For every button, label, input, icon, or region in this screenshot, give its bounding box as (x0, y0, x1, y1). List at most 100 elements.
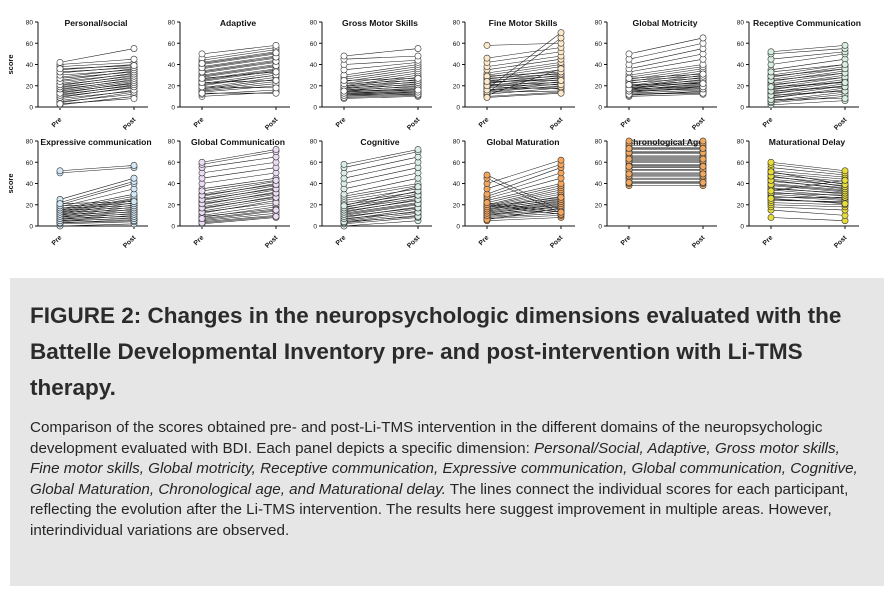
y-tick-label: 0 (598, 224, 602, 231)
y-tick-label: 60 (737, 41, 745, 48)
x-tick-label: Pre (478, 116, 491, 129)
participant-line (770, 209, 846, 216)
participant-line (343, 80, 419, 84)
participant-line (343, 167, 419, 184)
participant-line (59, 69, 135, 76)
panel-title: Fine Motor Skills (489, 18, 558, 28)
caption-body-domains: Personal/Social, Adaptive, Gross motor s… (30, 439, 858, 498)
participant-line (59, 68, 135, 78)
participant-line (343, 208, 419, 220)
x-tick-label: Post (406, 116, 422, 132)
participant-line (770, 90, 846, 96)
post-point (272, 84, 280, 92)
panel-global-motricity: Global Motricity 0 20 40 60 80 Pre Post (595, 18, 717, 132)
post-point (841, 79, 849, 86)
panel-chronological-age: Chronological Age 0 20 40 60 80 Pre Post (595, 137, 717, 250)
y-tick-label: 40 (310, 62, 318, 69)
participant-line (343, 74, 419, 87)
y-tick-label: 60 (310, 160, 318, 167)
participant-line (201, 80, 277, 83)
participant-line (343, 161, 419, 179)
pre-point (625, 74, 633, 82)
participant-line (343, 82, 419, 87)
participant-line (486, 51, 562, 63)
participant-line (59, 71, 135, 79)
pre-point (198, 74, 206, 82)
participant-line (343, 207, 419, 217)
participant-line (486, 187, 562, 206)
participant-line (770, 96, 846, 104)
y-tick-label: 60 (453, 160, 461, 167)
participant-line (59, 62, 135, 67)
post-point (699, 179, 707, 186)
participant-line (628, 85, 704, 92)
x-tick-label: Post (549, 234, 565, 250)
y-tick-label: 40 (453, 181, 461, 188)
pre-point (625, 145, 633, 152)
y-tick-label: 60 (310, 41, 318, 48)
x-tick-label: Pre (620, 116, 633, 129)
participant-line (201, 212, 277, 221)
participant-line (201, 59, 277, 72)
participant-line (486, 90, 562, 93)
participant-line (201, 202, 277, 213)
y-tick-label: 0 (171, 224, 175, 231)
participant-line (770, 171, 846, 185)
participant-line (486, 68, 562, 96)
participant-line (770, 58, 846, 71)
y-tick-label: 0 (171, 105, 175, 112)
caption-body-intro: Comparison of the scores obtained pre- a… (30, 419, 823, 457)
participant-line (486, 78, 562, 83)
y-axis-label: score (6, 54, 15, 74)
y-tick-label: 80 (26, 20, 34, 27)
post-point (414, 52, 422, 60)
panel-title: Personal/social (64, 18, 127, 28)
caption-box: FIGURE 2: Changes in the neuropsychologi… (10, 278, 884, 586)
participant-line (486, 42, 562, 46)
participant-line (343, 55, 419, 60)
participant-line (486, 62, 562, 74)
participant-line (628, 86, 704, 90)
pre-point (483, 41, 491, 49)
participant-line (770, 85, 846, 94)
participant-line (486, 92, 562, 98)
participant-line (59, 80, 135, 90)
pre-point (483, 94, 491, 101)
participant-line (343, 177, 419, 195)
participant-line (628, 37, 704, 55)
y-tick-label: 0 (456, 105, 460, 112)
post-point (841, 176, 849, 184)
participant-line (59, 86, 135, 98)
pre-point (767, 194, 775, 202)
participant-line (59, 58, 135, 65)
participant-line (486, 203, 562, 214)
post-point (699, 145, 707, 152)
post-point (130, 95, 138, 102)
participant-line (486, 82, 562, 85)
participant-line (59, 212, 135, 220)
participant-line (486, 189, 562, 207)
participant-line (59, 193, 135, 210)
participant-line (486, 217, 562, 221)
participant-line (343, 95, 419, 98)
participant-line (486, 73, 562, 79)
pre-point (340, 202, 348, 210)
participant-line (201, 65, 277, 77)
participant-line (343, 89, 419, 92)
post-point (699, 137, 707, 145)
pre-point (483, 78, 491, 85)
y-tick-label: 20 (453, 83, 461, 90)
x-tick-label: Pre (762, 116, 775, 129)
participant-line (486, 86, 562, 90)
participant-line (59, 205, 135, 209)
participant-line (343, 68, 419, 80)
participant-line (770, 53, 846, 65)
y-tick-label: 60 (453, 41, 461, 48)
participant-line (201, 209, 277, 219)
participant-line (201, 177, 277, 190)
participant-line (770, 204, 846, 208)
y-tick-label: 0 (598, 105, 602, 112)
participant-line (770, 45, 846, 53)
participant-line (770, 167, 846, 176)
panel-title: Global Maturation (486, 137, 559, 147)
